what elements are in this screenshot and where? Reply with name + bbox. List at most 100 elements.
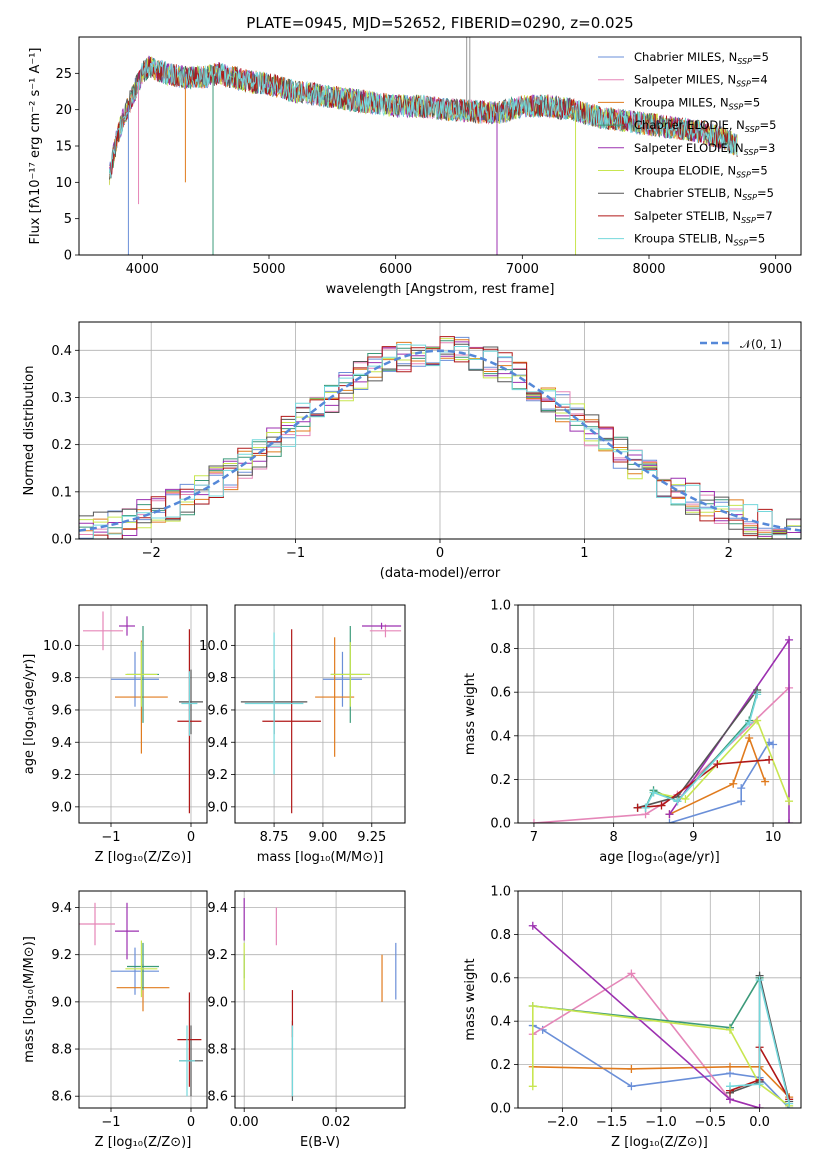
x-tick-label: −1.5: [596, 1115, 628, 1130]
y-tick-label: 9.2: [51, 948, 72, 963]
x-axis-label: Z [log₁₀(Z/Z⊙)]: [95, 850, 192, 865]
x-tick-label: 2: [725, 546, 733, 561]
weight-marker-kroupa_elodie: [785, 797, 794, 806]
y-tick-label: 0.4: [51, 344, 72, 359]
legend-suffix: =5: [748, 232, 765, 246]
legend-suffix: =5: [751, 164, 768, 178]
legend-label-normal: 𝒩(0, 1): [740, 337, 782, 351]
x-tick-label: 0.0: [749, 1115, 770, 1130]
y-tick-label: 8.6: [51, 1090, 72, 1105]
weight-marker-kroupa_miles: [745, 733, 754, 742]
panel-age_vs_Z: −1 0 9.0 9.2 9.4 9.6 9.8 10.0 Z [log₁₀(Z/Z⊙)] age…: [22, 604, 208, 865]
y-axis-label: Normed distribution: [22, 366, 37, 496]
y-tick-label: 0.2: [51, 438, 72, 453]
y-tick-label: 9.0: [207, 995, 228, 1010]
weight-marker-kroupa_stelib: [649, 788, 658, 797]
plot-area: [109, 37, 738, 255]
panel-mass_vs_ebv: 0.00 0.02 8.6 8.8 9.0 9.2 9.4 E(B-V): [207, 890, 406, 1150]
plot-area: [79, 902, 203, 1097]
weight-marker-kroupa_elodie: [528, 1082, 537, 1091]
legend-label-chabrier_elodie: Chabrier ELODIE, NSSP=5: [634, 118, 776, 134]
legend-label-kroupa_elodie: Kroupa ELODIE, NSSP=5: [634, 164, 768, 180]
x-axis-label: E(B-V): [300, 1135, 340, 1150]
weight-marker-chabrier_miles: [627, 1082, 636, 1091]
legend-label-salpeter_miles: Salpeter MILES, NSSP=4: [634, 73, 768, 89]
axes-frame: [234, 890, 406, 1109]
y-tick-label: 0.4: [490, 1015, 511, 1030]
histogram-kroupa_stelib: [79, 344, 801, 539]
weight-marker-salpeter_elodie: [528, 921, 537, 930]
x-tick-label: 0: [187, 830, 195, 845]
legend-label-kroupa_stelib: Kroupa STELIB, NSSP=5: [634, 232, 765, 248]
y-tick-label: 9.0: [207, 800, 228, 815]
weight-marker-kroupa_miles: [729, 779, 738, 788]
weight-marker-salpeter_stelib: [633, 803, 642, 812]
legend-label-salpeter_stelib: Salpeter STELIB, NSSP=7: [634, 209, 773, 225]
legend-subscript: SSP: [745, 125, 760, 134]
legend-suffix: =5: [757, 186, 774, 200]
y-tick-label: 9.4: [51, 736, 72, 751]
y-tick-label: 0.0: [490, 1102, 511, 1117]
weight-marker-kroupa_stelib: [673, 797, 682, 806]
legend-suffix: =5: [743, 95, 760, 109]
weight-marker-kroupa_stelib: [641, 803, 650, 812]
weight-marker-salpeter_miles: [627, 969, 636, 978]
y-tick-label: 0.6: [490, 686, 511, 701]
y-tick-label: 9.6: [51, 703, 72, 718]
weight-marker-kroupa_stelib: [755, 975, 764, 984]
plot-area: [528, 921, 794, 1108]
y-tick-label: 8.8: [207, 1043, 228, 1058]
legend-text: Chabrier ELODIE, N: [634, 118, 745, 132]
y-tick-label: 10.0: [43, 639, 72, 654]
y-tick-label: 9.8: [51, 671, 72, 686]
legend-text: Salpeter ELODIE, N: [634, 141, 744, 155]
plot-area: [83, 611, 203, 814]
normal-curve: [79, 349, 801, 532]
panel-age_vs_mass: 8.75 9.00 9.25 9.0 9.2 9.4 9.6 9.8 10.0 mass [log…: [199, 604, 406, 865]
y-tick-label: 9.6: [207, 703, 228, 718]
weight-marker-kroupa_stelib: [745, 718, 754, 727]
x-axis-label: mass [log₁₀(M/M⊙)]: [257, 850, 384, 865]
x-tick-label: 4000: [126, 262, 159, 277]
x-tick-label: 8000: [632, 262, 665, 277]
y-tick-label: 10.0: [199, 639, 228, 654]
legend-subscript: SSP: [742, 193, 757, 202]
x-tick-label: 7: [530, 830, 538, 845]
x-tick-label: 0.02: [322, 1115, 351, 1130]
y-tick-label: 9.2: [207, 948, 228, 963]
weight-marker-salpeter_stelib: [657, 801, 666, 810]
y-tick-label: 0.2: [490, 773, 511, 788]
weight-marker-chabrier_miles: [737, 784, 746, 793]
y-axis-label: Flux [fλ10⁻¹⁷ erg cm⁻² s⁻¹ A⁻¹]: [28, 48, 43, 245]
x-tick-label: 0.00: [230, 1115, 259, 1130]
plot-area: [79, 336, 801, 539]
plot-area: [243, 898, 397, 1101]
x-tick-label: −2: [142, 546, 161, 561]
x-tick-label: 10: [765, 830, 782, 845]
x-tick-label: 8.75: [260, 830, 289, 845]
x-tick-label: 6000: [379, 262, 412, 277]
x-tick-label: −2.0: [547, 1115, 579, 1130]
legend: 𝒩(0, 1): [700, 337, 782, 351]
y-tick-label: 9.4: [207, 901, 228, 916]
panel-weight_vs_age: 7 8 9 10 0.0 0.2 0.4 0.6 0.8 1.0 age [log₁₀(age/yr…: [463, 599, 802, 865]
legend-suffix: =7: [756, 209, 773, 223]
axes-frame: [78, 36, 802, 256]
y-axis-label: mass weight: [463, 673, 478, 755]
axes-frame: [234, 604, 406, 824]
weight-line-salpeter_elodie: [532, 925, 760, 1108]
y-tick-label: 0.6: [490, 971, 511, 986]
y-tick-label: 1.0: [490, 599, 511, 614]
legend-text: Salpeter STELIB, N: [634, 209, 741, 223]
y-tick-label: 9.0: [51, 995, 72, 1010]
axes-frame: [517, 890, 802, 1109]
y-tick-label: 0.1: [51, 485, 72, 500]
weight-marker-salpeter_stelib: [713, 760, 722, 769]
axes-frame: [517, 604, 802, 824]
weight-line-chabrier_miles: [669, 741, 774, 823]
weight-marker-chabrier_miles: [769, 740, 778, 749]
y-tick-label: 0.0: [490, 817, 511, 832]
x-axis-label: age [log₁₀(age/yr)]: [599, 850, 720, 865]
legend-subscript: SSP: [736, 171, 751, 180]
